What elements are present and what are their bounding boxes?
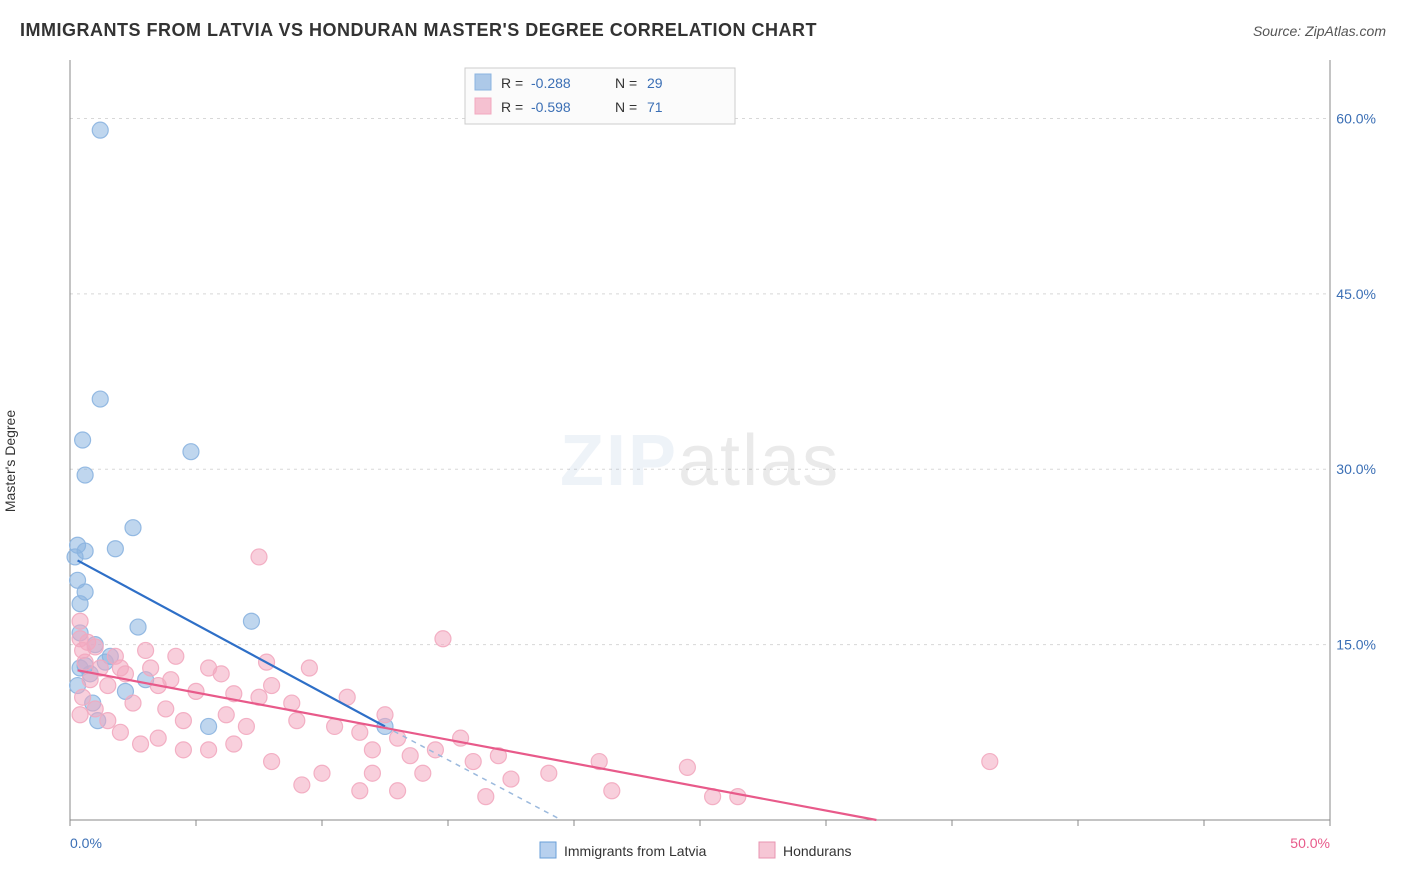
y-axis-label: Master's Degree — [2, 410, 18, 512]
svg-text:-0.598: -0.598 — [531, 99, 571, 115]
source-name: ZipAtlas.com — [1305, 23, 1386, 39]
svg-text:R =: R = — [501, 75, 523, 91]
scatter-chart: 15.0% 30.0% 45.0% 60.0% 0.0% 50.0% R = -0.288 N… — [20, 50, 1386, 872]
svg-text:60.0%: 60.0% — [1336, 110, 1376, 126]
svg-text:71: 71 — [647, 99, 663, 115]
svg-text:Hondurans: Hondurans — [783, 843, 852, 859]
svg-text:Immigrants from Latvia: Immigrants from Latvia — [564, 843, 707, 859]
page-title: IMMIGRANTS FROM LATVIA VS HONDURAN MASTE… — [20, 20, 817, 41]
svg-text:29: 29 — [647, 75, 663, 91]
svg-text:0.0%: 0.0% — [70, 835, 102, 851]
svg-text:50.0%: 50.0% — [1290, 835, 1330, 851]
source-label: Source: — [1253, 23, 1305, 39]
svg-text:N =: N = — [615, 99, 637, 115]
chart-container: Master's Degree 15.0%30.0%45.0%60.0%0.0%… — [20, 50, 1386, 872]
svg-text:15.0%: 15.0% — [1336, 637, 1376, 653]
svg-text:R =: R = — [501, 99, 523, 115]
svg-text:30.0%: 30.0% — [1336, 461, 1376, 477]
svg-text:45.0%: 45.0% — [1336, 286, 1376, 302]
source-attribution: Source: ZipAtlas.com — [1253, 23, 1386, 39]
svg-text:-0.288: -0.288 — [531, 75, 571, 91]
svg-text:N =: N = — [615, 75, 637, 91]
